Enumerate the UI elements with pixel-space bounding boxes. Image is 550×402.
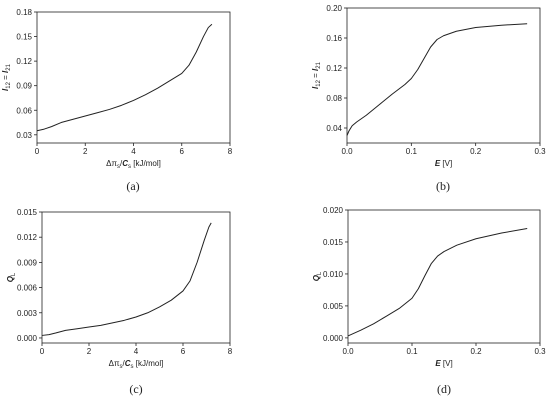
- y-axis-label: QL: [312, 271, 323, 281]
- y-axis-label-part: Q: [312, 274, 321, 281]
- y-axis-label-part: I: [1, 88, 10, 91]
- y-tick-label: 0.12: [326, 64, 342, 73]
- series-line: [36, 23, 213, 132]
- panel-label: (b): [436, 179, 450, 193]
- y-tick-label: 0.000: [17, 334, 38, 343]
- y-tick-label: 0.20: [326, 4, 342, 13]
- panel-label: (a): [126, 179, 139, 193]
- x-axis-label: E [V]: [435, 359, 452, 368]
- y-tick-label: 0.003: [17, 309, 38, 318]
- x-tick-label: 0.1: [406, 147, 418, 156]
- x-tick-label: 0.2: [470, 347, 482, 356]
- x-axis-label: E [V]: [435, 159, 452, 168]
- y-axis-label-part: L: [317, 271, 323, 275]
- x-tick-label: 0.2: [470, 147, 482, 156]
- x-axis-label-part: /: [123, 359, 126, 368]
- x-tick-label: 2: [83, 147, 88, 156]
- panel-label: (c): [129, 382, 142, 396]
- x-tick-label: 0.3: [534, 347, 546, 356]
- x-axis-label-part: [V]: [440, 159, 452, 168]
- y-tick-label: 0.04: [326, 124, 342, 133]
- y-tick-label: 0.18: [16, 8, 32, 17]
- y-axis-label-part: L: [11, 272, 17, 276]
- plot-frame: [36, 11, 231, 144]
- x-tick-label: 0: [35, 147, 40, 156]
- series-line: [347, 228, 528, 337]
- series-line: [346, 23, 528, 136]
- x-axis-label-part: [V]: [441, 359, 453, 368]
- x-tick-label: 6: [181, 347, 186, 356]
- x-axis-label-part: [kJ/mol]: [131, 159, 161, 168]
- y-tick-label: 0.005: [323, 302, 344, 311]
- chart-panel-d: 0.0 0.1 0.2 0.3 0.000 0.005 0.010 0.015 0.020 E […: [312, 206, 546, 396]
- x-axis-label-part: Δπ: [106, 159, 117, 168]
- y-tick-label: 0.015: [17, 208, 38, 217]
- y-axis-label-part: 12: [6, 81, 12, 88]
- x-axis-label-part: C: [122, 159, 128, 168]
- x-tick-label: 6: [180, 147, 185, 156]
- x-axis-label-part: [kJ/mol]: [134, 359, 164, 368]
- y-axis-label: QL: [6, 272, 17, 282]
- x-tick-label: 8: [228, 147, 233, 156]
- x-axis-label-part: E: [435, 159, 441, 168]
- y-tick-label: 0.020: [323, 206, 344, 215]
- y-tick-label: 0.03: [16, 131, 32, 140]
- x-axis-label-part: Δπ: [109, 359, 120, 368]
- x-tick-label: 0: [40, 347, 45, 356]
- x-axis-label-part: E: [435, 359, 441, 368]
- x-tick-label: 0.3: [534, 147, 546, 156]
- y-axis-label-part: I: [311, 86, 320, 89]
- y-tick-label: 0.15: [16, 33, 32, 42]
- y-tick-label: 0.015: [323, 238, 344, 247]
- y-axis-label: I12 = I21: [1, 63, 12, 91]
- y-tick-label: 0.000: [323, 334, 344, 343]
- x-axis-label-part: /: [120, 159, 123, 168]
- y-tick-label: 0.012: [17, 233, 38, 242]
- y-axis-label-part: 12: [316, 79, 322, 86]
- plot-frame: [41, 211, 231, 344]
- series-line: [41, 222, 212, 336]
- x-axis-label-part: s: [120, 364, 123, 370]
- x-axis-label: Δπs/Cs [kJ/mol]: [109, 359, 164, 370]
- y-tick-label: 0.16: [326, 34, 342, 43]
- x-tick-label: 2: [87, 347, 92, 356]
- x-tick-label: 0.0: [341, 147, 353, 156]
- plot-frame: [347, 209, 541, 344]
- x-tick-label: 0.1: [406, 347, 418, 356]
- y-tick-label: 0.010: [323, 270, 344, 279]
- y-tick-label: 0.08: [326, 94, 342, 103]
- y-axis-label-part: I: [1, 70, 10, 73]
- plot-frame: [346, 7, 541, 144]
- x-tick-label: 4: [134, 347, 139, 356]
- y-tick-label: 0.12: [16, 57, 32, 66]
- y-tick-label: 0.06: [16, 106, 32, 115]
- y-axis-label-part: =: [311, 71, 320, 80]
- x-axis-label-part: s: [117, 164, 120, 170]
- y-axis-label: I12 = I21: [311, 61, 322, 89]
- chart-panel-b: 0.0 0.1 0.2 0.30.040.080.120.160.20E [V]I12…: [311, 4, 546, 193]
- x-axis-label-part: s: [128, 164, 131, 170]
- y-axis-label-part: =: [1, 73, 10, 82]
- y-tick-label: 0.09: [16, 82, 32, 91]
- chart-panel-c: 0 2 4 6 80.0000.0030.0060.0090.0120.015Δπs/C…: [6, 208, 233, 396]
- y-axis-label-part: 21: [6, 63, 12, 70]
- panel-label: (d): [437, 382, 451, 396]
- x-tick-label: 8: [228, 347, 233, 356]
- x-tick-label: 0.0: [342, 347, 354, 356]
- x-axis-label-part: C: [125, 359, 131, 368]
- y-tick-label: 0.009: [17, 258, 38, 267]
- x-tick-label: 4: [131, 147, 136, 156]
- x-axis-label-part: s: [131, 364, 134, 370]
- y-tick-label: 0.006: [17, 284, 38, 293]
- y-axis-label-part: 21: [316, 61, 322, 68]
- x-axis-label: Δπs/Cs [kJ/mol]: [106, 159, 161, 170]
- y-axis-label-part: Q: [6, 275, 15, 282]
- y-axis-label-part: I: [311, 68, 320, 71]
